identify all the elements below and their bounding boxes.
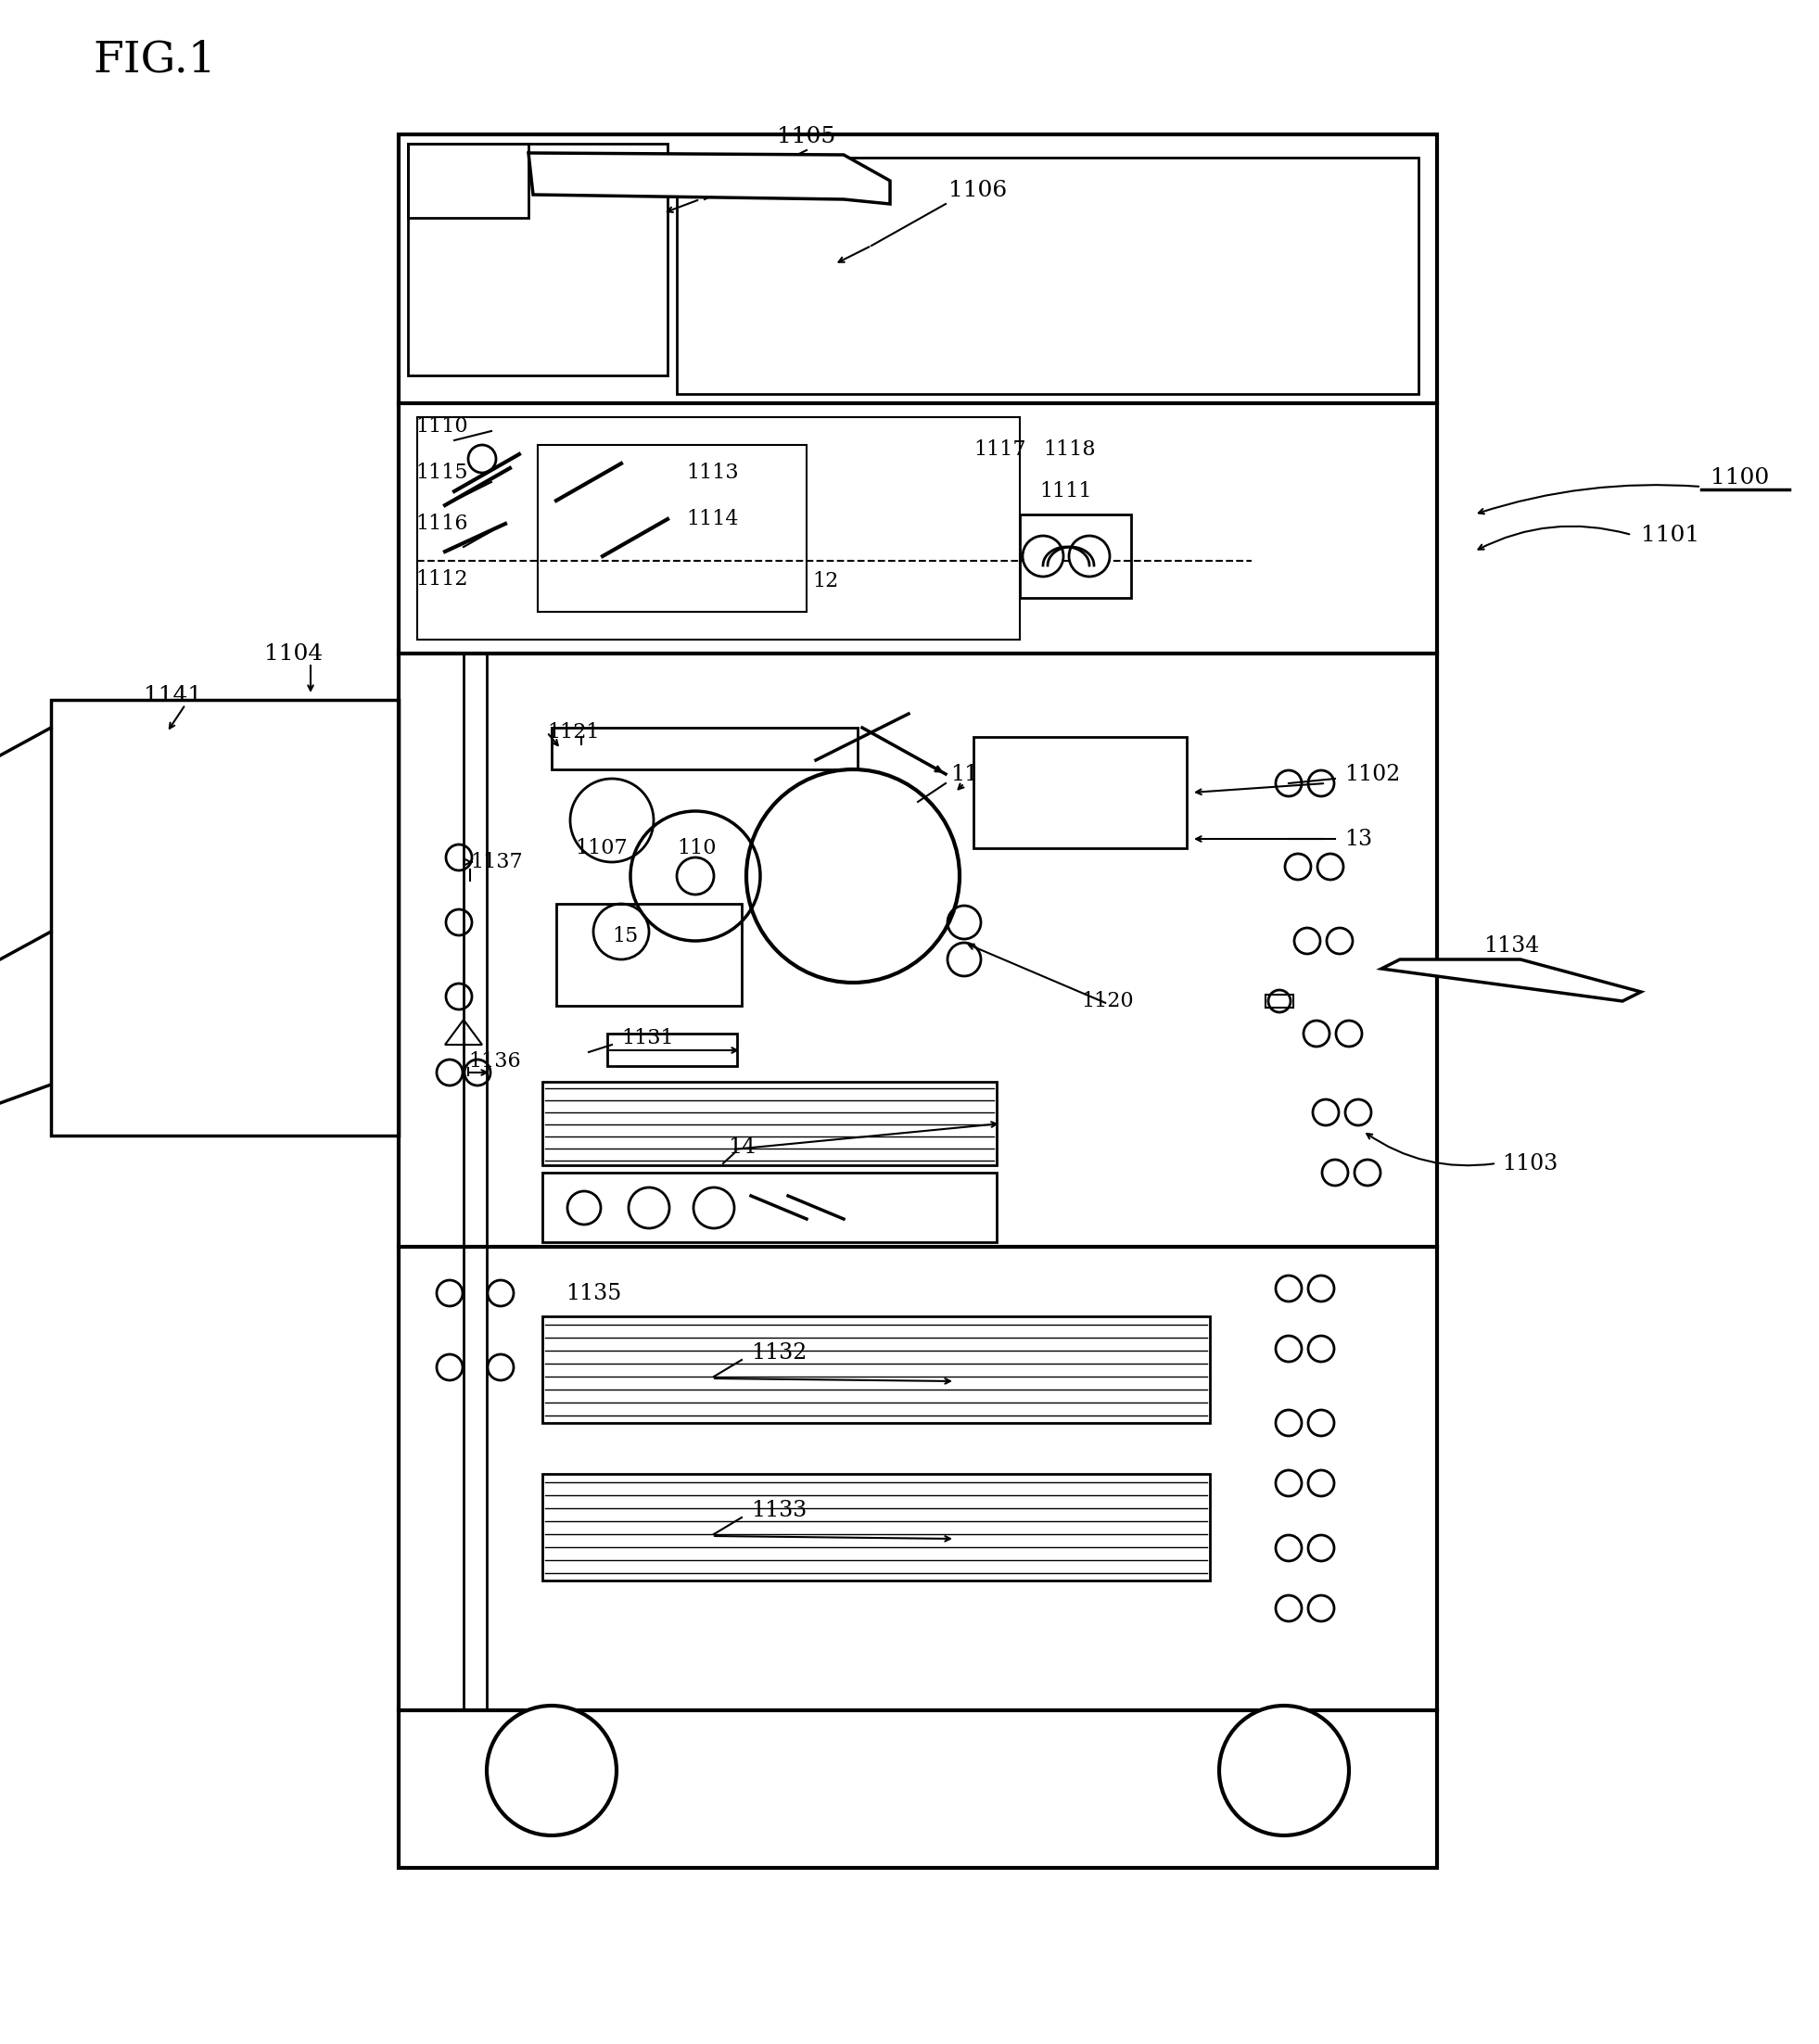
Bar <box>407 143 668 376</box>
Text: 1112: 1112 <box>415 568 467 589</box>
Text: 11: 11 <box>950 762 979 785</box>
Text: 1136: 1136 <box>467 1051 520 1071</box>
Text: 1121: 1121 <box>548 722 600 742</box>
Bar <box>1266 995 1293 1008</box>
Text: 1117: 1117 <box>973 439 1026 460</box>
Text: 1137: 1137 <box>469 852 522 873</box>
Text: 1107: 1107 <box>575 838 628 858</box>
Text: 15: 15 <box>611 926 638 946</box>
Bar <box>398 135 1437 1868</box>
Circle shape <box>1070 536 1110 576</box>
Bar <box>542 1474 1210 1580</box>
Bar <box>538 446 806 611</box>
Text: 1141: 1141 <box>144 685 202 705</box>
Bar <box>973 738 1186 848</box>
Circle shape <box>677 858 713 895</box>
Text: 1131: 1131 <box>620 1028 673 1049</box>
Bar <box>551 728 857 769</box>
Circle shape <box>1022 536 1064 576</box>
Text: 1134: 1134 <box>1482 934 1539 957</box>
Text: 1105: 1105 <box>777 125 837 147</box>
Bar <box>677 157 1419 394</box>
Text: 1104: 1104 <box>264 644 322 664</box>
Text: FIG.1: FIG.1 <box>93 39 216 82</box>
Text: 1135: 1135 <box>566 1282 622 1304</box>
Text: 1101: 1101 <box>1641 523 1699 546</box>
Text: 1118: 1118 <box>1042 439 1095 460</box>
Bar <box>542 1316 1210 1423</box>
Text: 1114: 1114 <box>686 509 739 529</box>
Bar <box>542 1173 997 1243</box>
Polygon shape <box>529 153 889 204</box>
Text: 13: 13 <box>1344 828 1372 850</box>
Bar <box>407 143 529 219</box>
Bar <box>51 699 398 1136</box>
Bar <box>557 903 742 1006</box>
Text: 1120: 1120 <box>1082 991 1135 1012</box>
Text: 1102: 1102 <box>1344 762 1401 785</box>
Polygon shape <box>1381 959 1641 1002</box>
Circle shape <box>1219 1705 1350 1836</box>
Bar <box>1020 515 1131 599</box>
Text: 1132: 1132 <box>751 1343 808 1363</box>
Text: 1116: 1116 <box>415 513 467 533</box>
Text: 1113: 1113 <box>686 462 739 482</box>
Text: 1133: 1133 <box>751 1500 808 1521</box>
Text: 1111: 1111 <box>1040 480 1093 501</box>
Text: 110: 110 <box>677 838 717 858</box>
Bar <box>417 417 1020 640</box>
Text: 1100: 1100 <box>1710 466 1770 489</box>
Text: 1103: 1103 <box>1502 1153 1557 1173</box>
Text: 1110: 1110 <box>415 417 467 437</box>
Bar <box>542 1081 997 1165</box>
Bar <box>608 1034 737 1067</box>
Text: 14: 14 <box>728 1136 755 1157</box>
Circle shape <box>487 1705 617 1836</box>
Text: 1106: 1106 <box>950 180 1008 200</box>
Text: 12: 12 <box>811 570 839 591</box>
Text: 1115: 1115 <box>415 462 467 482</box>
